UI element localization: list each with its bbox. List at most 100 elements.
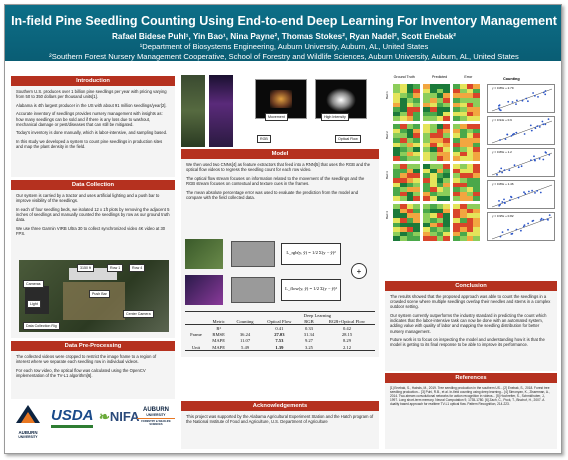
preprocessing-paragraph: The collected videos were cropped to res… — [16, 354, 157, 365]
scatter-point — [503, 169, 506, 171]
scatter-point — [515, 131, 518, 134]
conclusion-paragraph: Our system currently outperforms the ind… — [390, 313, 547, 334]
scatter-point — [532, 92, 534, 94]
scatter-point — [511, 232, 514, 235]
scatter-point — [515, 228, 518, 231]
results-table: Deep Learning Metric Counting Optical Fl… — [185, 311, 375, 352]
scatter-point — [499, 139, 501, 141]
flow-loss-formula: L_flow(y, ŷ) = 1/2 Σ(y − ŷ)² — [281, 279, 341, 301]
scatter-point — [541, 120, 544, 123]
scatter-point — [501, 201, 504, 203]
scatter-point — [525, 97, 528, 100]
scatter-point — [547, 118, 550, 120]
scatter-point — [516, 99, 518, 102]
data-collection-heading: Data Collection — [11, 180, 175, 190]
scatter-point — [504, 138, 507, 140]
scatter-point — [506, 133, 509, 136]
high-intensity-image — [315, 79, 367, 119]
column-header: RGB+Optical Flow — [318, 318, 375, 326]
scatter-point — [534, 127, 537, 130]
heatmap-cell-block — [423, 164, 450, 201]
architecture-diagram: L_rgb(y, ŷ) = 1/2 Σ(y − ŷ)² L_flow(y, ŷ)… — [185, 237, 375, 309]
forestry-logo-text: AUBURN — [143, 407, 169, 413]
acknowledgements-text: This project was supported by the Alabam… — [186, 414, 374, 425]
scatter-point — [523, 133, 526, 135]
affiliation-1: ¹Department of Biosystems Engineering, A… — [139, 42, 429, 51]
rgb-loss-formula: L_rgb(y, ŷ) = 1/2 Σ(y − ŷ)² — [281, 243, 341, 265]
scatter-point — [544, 123, 547, 126]
flow-cnn-block — [231, 277, 275, 303]
scatter-panel: y = 0.95x + 0.82 — [487, 212, 555, 241]
heatmap-row-label: Bed 2 — [385, 131, 389, 139]
scatter-point — [540, 217, 543, 220]
author-list: Rafael Bidese Puhl¹, Yin Bao¹, Nina Payn… — [112, 32, 456, 41]
scatter-point — [501, 171, 503, 174]
scatter-point — [524, 192, 527, 195]
intro-paragraph: Alabama is 4th largest producer in the U… — [16, 102, 167, 108]
heatmap-header: Ground Truth — [393, 75, 415, 79]
usda-logo-text: USDA — [51, 407, 94, 424]
optical-flow-figure: Movement High Intensity RGB Optical Flow — [181, 75, 379, 147]
scatter-point — [517, 166, 520, 169]
intro-paragraph: Today's inventory is done manually, whic… — [16, 130, 168, 136]
auburn-logo-text: AUBURN — [18, 430, 38, 435]
scatter-point — [513, 132, 515, 135]
scatter-point — [527, 222, 529, 225]
scatter-point — [507, 228, 509, 231]
scatter-panel: y = 0.89x + 1.46 — [487, 180, 555, 209]
scatter-point — [534, 95, 536, 97]
scatter-point — [530, 159, 532, 162]
rgb-cnn-block — [231, 241, 275, 267]
nifa-leaf-icon: ❧ — [99, 409, 110, 424]
table-row: MAPE 11.07 7.53 9.27 8.29 — [212, 338, 351, 344]
scatter-equation: y = 0.95x + 0.82 — [492, 214, 514, 218]
movement-label: Movement — [265, 113, 288, 121]
rig-label: 3150 ft — [77, 264, 94, 272]
usda-logo-swoosh — [51, 425, 93, 428]
scatter-point — [542, 123, 545, 126]
data-collection-rig-figure: 3150 ft Row 1 Row 4 Cameras Push Bar Lig… — [19, 260, 169, 332]
scatter-point — [527, 100, 529, 103]
preprocessing-panel: Data Pre-Processing The collected videos… — [11, 341, 175, 399]
group-header: Deep Learning — [259, 311, 375, 319]
scatter-point — [499, 235, 502, 238]
column-header: Counting — [230, 318, 260, 326]
model-paragraph: We then used two CNNs[4] as feature extr… — [186, 162, 371, 173]
intro-paragraph: Southern U.S. produces over 1 billion pi… — [16, 89, 167, 100]
scatter-point — [533, 158, 536, 161]
flow-frame-stack — [185, 275, 223, 305]
scatter-point — [522, 225, 525, 228]
table-row: Frame RMSE 36.24 27.03 31.34 28.15 — [190, 332, 353, 338]
auburn-logo-subtext: UNIVERSITY — [18, 435, 38, 439]
scatter-point — [498, 108, 501, 111]
rig-label: Data Collection Rig — [23, 322, 60, 330]
poster: In-field Pine Seedling Counting Using En… — [4, 4, 562, 454]
heatmap-cell-block — [423, 204, 450, 241]
scatter-point — [501, 231, 504, 233]
scatter-point — [544, 90, 547, 92]
data-collection-panel: Data Collection Our system is carried by… — [11, 180, 175, 338]
forestry-logo-divider — [137, 418, 175, 419]
rig-label: Push Bar — [89, 290, 110, 298]
scatter-point — [538, 126, 541, 128]
scatter-point — [548, 214, 551, 216]
heatmap-header: Predicted — [431, 75, 448, 79]
data-collection-paragraph: We use three Garmin VIRB Ultra 30 to col… — [16, 225, 166, 236]
tractor-body — [63, 282, 125, 320]
logo-strip: AUBURN UNIVERSITY USDA ❧NIFA AUBURN UNIV… — [11, 401, 175, 447]
scatter-panel: y = 0.94x + 0.9 — [487, 116, 555, 145]
scatter-point — [536, 190, 538, 192]
scatter-point — [538, 157, 541, 160]
introduction-panel: Introduction Southern U.S. produces over… — [11, 76, 175, 177]
data-collection-paragraph: Our system is carried by a tractor and u… — [16, 193, 160, 204]
scatter-point — [510, 135, 513, 137]
nifa-logo: ❧NIFA — [99, 409, 140, 425]
model-paragraph: The optical flow stream focuses on infor… — [186, 175, 365, 186]
forestry-logo: AUBURN UNIVERSITY FORESTRY & WILDLIFE SC… — [137, 407, 175, 426]
scatter-point — [520, 229, 522, 232]
scatter-point — [498, 170, 501, 173]
heatmap-header: Error — [464, 75, 473, 79]
scatter-equation: y = 0.86x + 2.79 — [492, 86, 514, 90]
heatmap-cell-block — [393, 164, 420, 201]
scatter-point — [496, 173, 498, 176]
